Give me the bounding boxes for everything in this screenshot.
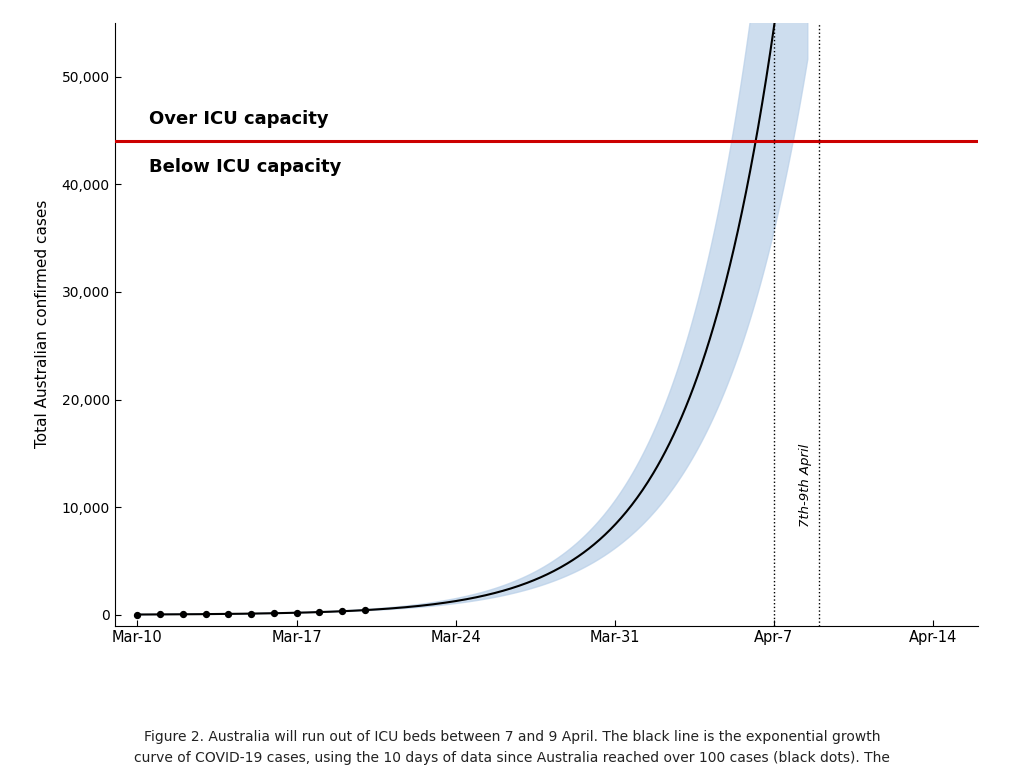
Point [356,604,373,616]
Point [198,608,214,621]
Point [243,607,259,620]
Text: Over ICU capacity: Over ICU capacity [148,110,329,128]
Point [265,607,282,619]
Point [129,608,145,621]
Point [289,607,305,619]
Text: Below ICU capacity: Below ICU capacity [148,158,341,177]
Text: 7th-9th April: 7th-9th April [799,444,812,528]
Point [311,606,328,618]
Point [334,605,350,617]
Text: Figure 2. Australia will run out of ICU beds between 7 and 9 April. The black li: Figure 2. Australia will run out of ICU … [134,730,890,768]
Y-axis label: Total Australian confirmed cases: Total Australian confirmed cases [36,200,50,449]
Point [220,607,237,620]
Point [175,608,191,621]
Point [152,608,168,621]
